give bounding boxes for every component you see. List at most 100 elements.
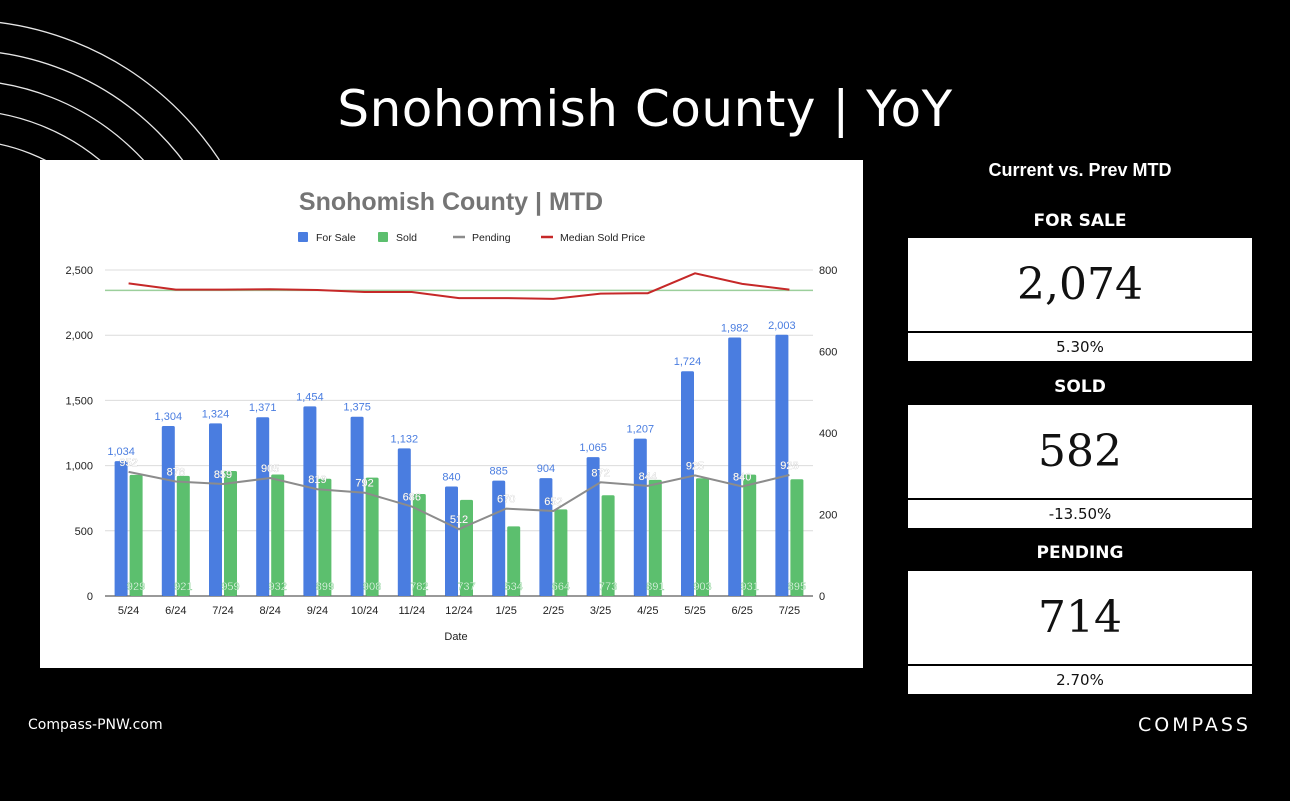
bar-sold [365,477,379,596]
data-label-for-sale: 1,375 [343,402,371,414]
bar-for-sale [586,457,600,596]
pending-label: PENDING [1036,543,1124,563]
legend-label: For Sale [316,232,356,244]
data-label-pending: 792 [355,478,373,490]
x-axis-tick-label: 7/25 [779,605,800,617]
bar-sold [412,494,426,596]
legend-label: Sold [396,232,417,244]
data-label-sold: 959 [221,581,239,593]
chart-panel: Snohomish County | MTD For Sale Sold Pendi… [40,160,863,668]
y-axis-tick-label: 2,500 [65,265,93,277]
page-title: Snohomish County | YoY [337,80,953,138]
data-label-pending: 844 [639,471,657,483]
data-label-sold: 664 [552,581,570,593]
data-label-for-sale: 2,003 [768,320,796,332]
bar-for-sale [114,461,128,596]
x-axis-tick-label: 2/25 [543,605,564,617]
data-label-sold: 932 [269,581,287,593]
x-axis-tick-label: 6/25 [731,605,752,617]
bar-sold [271,474,285,596]
data-label-pending: 819 [308,474,326,486]
data-label-sold: 773 [599,581,617,593]
bar-sold [648,479,662,596]
x-axis-tick-label: 7/24 [212,605,233,617]
chart-legend: For Sale Sold Pending Median Sold Price [298,232,645,244]
bar-for-sale [303,406,317,596]
line-pending [128,470,790,531]
bar-sold [601,495,615,596]
data-label-for-sale: 1,132 [391,433,419,445]
data-label-pending: 652 [544,496,562,508]
y2-axis-tick-label: 200 [819,510,837,522]
data-label-sold: 908 [363,581,381,593]
brand-logo: COMPASS [1138,714,1251,736]
data-label-sold: 534 [505,581,523,593]
x-axis-tick-label: 12/24 [445,605,473,617]
y2-axis-tick-label: 400 [819,428,837,440]
x-axis-tick-label: 5/24 [118,605,139,617]
data-label-sold: 782 [410,581,428,593]
x-axis-tick-label: 10/24 [351,605,379,617]
data-label-for-sale: 1,034 [107,446,135,458]
bar-for-sale [728,337,742,596]
data-label-for-sale: 1,324 [202,408,230,420]
x-axis-tick-label: 4/25 [637,605,658,617]
data-label-sold: 931 [741,581,759,593]
pending-value: 714 [908,571,1252,664]
sold-label: SOLD [1054,377,1106,397]
x-axis-tick-label: 1/25 [495,605,516,617]
data-label-for-sale: 1,207 [627,424,655,436]
data-label-for-sale: 840 [442,471,460,483]
bar-for-sale [256,417,270,596]
x-axis-tick-label: 6/24 [165,605,186,617]
bar-for-sale [539,478,553,596]
data-label-sold: 903 [693,581,711,593]
y2-axis-tick-label: 800 [819,265,837,277]
legend-label: Pending [472,232,511,244]
data-label-sold: 899 [316,581,334,593]
data-label-pending: 686 [403,492,421,504]
sold-value: 582 [908,405,1252,498]
data-label-pending: 878 [167,467,185,479]
website-link[interactable]: Compass-PNW.com [28,717,163,733]
data-label-pending: 859 [214,469,232,481]
data-label-sold: 895 [788,581,806,593]
y-axis-tick-label: 1,000 [65,461,93,473]
legend-label: Median Sold Price [560,232,645,244]
data-label-for-sale: 1,454 [296,391,324,403]
bar-sold [743,474,757,596]
bar-sold [318,478,332,596]
bar-for-sale [350,416,364,596]
data-label-pending: 925 [686,460,704,472]
bar-sold [696,478,709,596]
y-axis-tick-label: 1,500 [65,395,93,407]
bar-sold [129,474,143,596]
x-axis-tick-label: 9/24 [307,605,328,617]
bar-for-sale [681,371,694,596]
bar-for-sale [445,486,458,596]
bar-for-sale [775,334,789,596]
y-axis-tick-label: 0 [87,591,93,603]
bar-for-sale [633,438,647,596]
for-sale-label: FOR SALE [1033,211,1127,231]
y-axis-tick-label: 500 [75,526,93,538]
pending-change: 2.70% [908,665,1252,694]
x-axis-title: Date [444,631,467,643]
data-label-pending: 512 [450,514,468,526]
data-label-for-sale: 1,304 [155,411,183,423]
x-axis-tick-label: 5/25 [684,605,705,617]
bar-for-sale [161,425,175,596]
chart-gridlines [105,269,813,597]
bar-sold [790,479,804,596]
bar-sold [554,509,568,596]
chart-axes: 0 500 1,000 1,500 2,000 2,500 0 200 400 600 800 5/2… [65,265,837,617]
bar-for-sale [397,448,411,596]
x-axis-tick-label: 11/24 [398,605,425,617]
data-label-sold: 921 [174,581,192,593]
data-label-sold: 891 [646,581,664,593]
bar-for-sale [209,423,222,596]
data-label-pending: 905 [261,463,279,475]
data-label-pending: 840 [733,471,751,483]
legend-swatch [378,232,388,242]
data-label-for-sale: 904 [537,463,555,475]
